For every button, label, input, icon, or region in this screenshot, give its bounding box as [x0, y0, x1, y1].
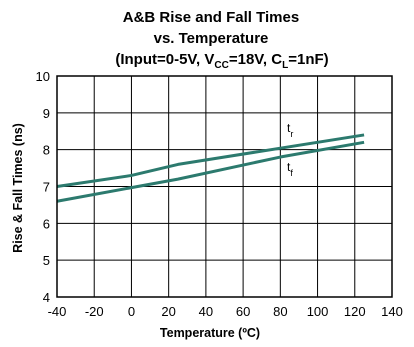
x-tick-label: 140 — [381, 304, 403, 319]
y-tick-labels: 4 5 6 7 8 9 10 — [36, 69, 50, 305]
x-tick-label: 20 — [161, 304, 175, 319]
x-tick-label: -20 — [85, 304, 104, 319]
y-tick-label: 8 — [43, 143, 50, 158]
label-tr: tr — [287, 121, 293, 139]
series-line-tf — [56, 140, 365, 203]
chart-title-line3: (Input=0-5V, VCC=18V, CL=1nF) — [115, 51, 328, 71]
grid — [57, 76, 392, 297]
x-tick-labels: -40 -20 0 20 40 60 80 100 120 140 — [48, 304, 403, 319]
y-tick-label: 9 — [43, 106, 50, 121]
x-tick-label: 60 — [236, 304, 250, 319]
x-tick-label: 100 — [307, 304, 329, 319]
plot-frame — [56, 75, 393, 298]
title-vcc-subscript: CC — [214, 60, 228, 71]
x-tick-label: -40 — [48, 304, 67, 319]
y-axis-label: Rise & Fall Times (ns) — [11, 123, 25, 253]
series-group — [56, 133, 365, 203]
label-tr-sub: r — [290, 129, 293, 139]
x-tick-label: 40 — [199, 304, 213, 319]
x-tick-label: 120 — [344, 304, 366, 319]
x-tick-label: 80 — [273, 304, 287, 319]
x-tick-label: 0 — [128, 304, 135, 319]
chart-title-line2: vs. Temperature — [154, 30, 269, 47]
y-tick-label: 7 — [43, 180, 50, 195]
title-line3-mid: =18V, C — [229, 51, 282, 68]
label-tr-main: t — [287, 121, 291, 135]
label-tf-main: t — [287, 160, 291, 174]
y-tick-label: 5 — [43, 253, 50, 268]
title-line3-prefix: (Input=0-5V, V — [115, 51, 214, 68]
label-tf: tf — [287, 160, 293, 178]
label-tf-sub: f — [290, 168, 293, 178]
y-tick-label: 4 — [43, 290, 50, 305]
series-line-tr — [56, 133, 365, 188]
x-axis-label: Temperature (ºC) — [160, 326, 260, 340]
title-cl-subscript: L — [282, 60, 288, 71]
chart-title-line1: A&B Rise and Fall Times — [123, 9, 299, 26]
title-line3-suffix: =1nF) — [288, 51, 328, 68]
y-tick-label: 6 — [43, 216, 50, 231]
y-tick-label: 10 — [36, 69, 50, 84]
